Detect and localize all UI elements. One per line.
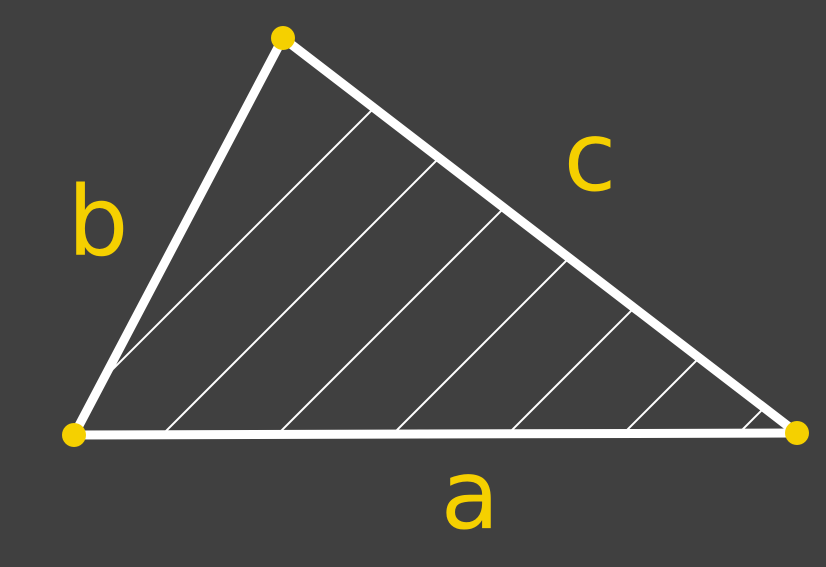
vertex-top [271,26,295,50]
side-a-line [69,428,802,440]
vertex-bottom-right [785,421,809,445]
hatch-line [501,38,797,435]
hatch-line [156,38,598,435]
hatch-line [386,38,797,435]
hatch-line [616,38,797,435]
label-b: b [68,166,129,278]
side-c-line [278,33,802,438]
side-b-line [69,33,288,440]
vertex-bottom-left [62,423,86,447]
label-c: c [564,101,617,213]
label-a: a [441,439,500,551]
hatch-line [731,38,797,435]
triangle-hatching [74,38,797,435]
hatch-line [271,38,713,435]
